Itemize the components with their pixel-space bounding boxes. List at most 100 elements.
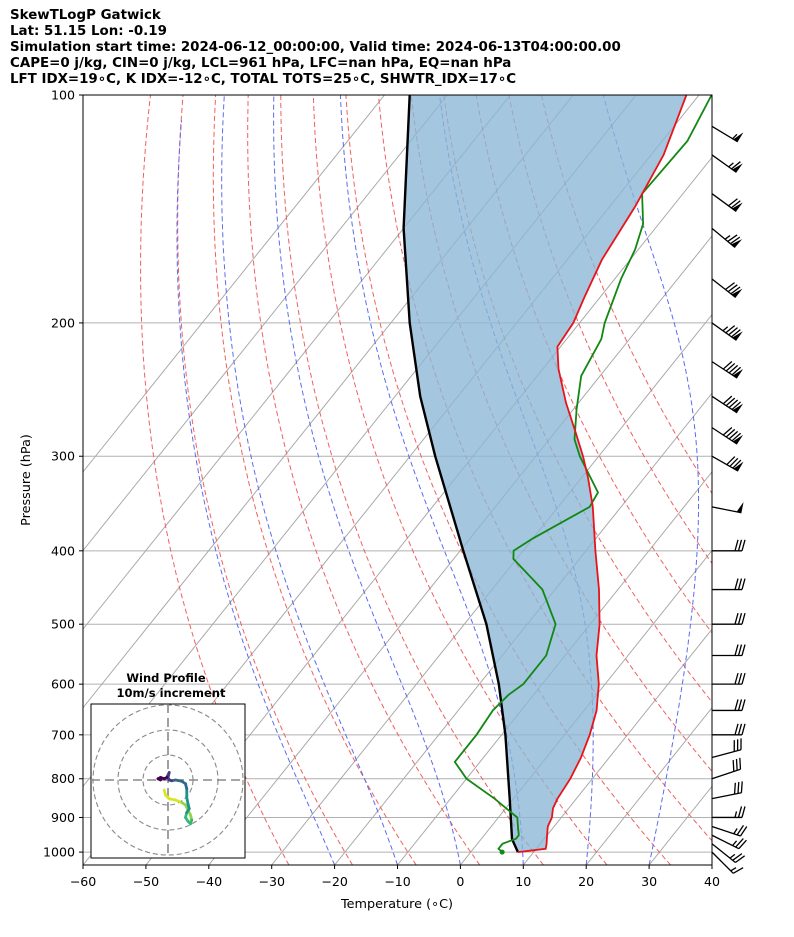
dry-adiabat: [177, 95, 353, 865]
chart-header: SkewTLogP Gatwick Lat: 51.15 Lon: -0.19 …: [10, 8, 790, 88]
dry-adiabat: [247, 95, 481, 865]
barb-flag: [736, 825, 745, 836]
station-coordinates: Lat: 51.15 Lon: -0.19: [10, 24, 167, 40]
dry-adiabat: [140, 95, 290, 865]
barb-flag: [732, 853, 743, 861]
dry-adiabat: [212, 95, 417, 865]
barb-pennant: [733, 132, 744, 142]
barb-flag: [728, 198, 738, 207]
barb-pennant: [731, 288, 743, 298]
wind-barb: [712, 644, 746, 657]
barb-shaft: [711, 506, 742, 514]
wind-barb: [712, 539, 746, 552]
barb-flag: [734, 723, 739, 735]
y-tick-label: 1000: [43, 845, 75, 860]
barb-shaft: [711, 154, 737, 173]
wind-barb: [711, 193, 743, 212]
barb-shaft: [711, 395, 738, 414]
isotherm-30: [648, 785, 712, 865]
wind-barb: [711, 502, 744, 514]
barb-flag: [728, 327, 738, 336]
wind-barb: [711, 322, 743, 341]
barb-flag: [734, 699, 739, 711]
x-tick-label: −60: [70, 874, 97, 889]
barb-flag: [738, 839, 747, 850]
y-tick-label: 700: [51, 727, 75, 742]
hodograph-title: Wind Profile: [126, 671, 206, 685]
barb-flag: [734, 613, 739, 625]
x-tick-label: −40: [196, 874, 223, 889]
wind-barb: [712, 699, 746, 712]
wind-barb: [712, 613, 746, 625]
wind-barb: [711, 361, 744, 379]
wind-barb: [711, 154, 743, 173]
barb-half-flag: [722, 326, 729, 332]
barb-flag: [722, 361, 733, 370]
isotherm-10: [522, 628, 712, 865]
barb-flag: [725, 325, 736, 334]
wind-barb: [712, 578, 746, 591]
barb-shaft: [711, 843, 736, 864]
barb-flag: [734, 578, 739, 590]
barb-flag: [737, 699, 743, 711]
wind-barb: [711, 455, 744, 472]
barb-flag: [735, 855, 746, 864]
barb-flag: [735, 758, 738, 771]
hodograph-subtitle: 10m/s increment: [117, 686, 226, 700]
barb-flag: [722, 427, 733, 436]
barb-flag: [734, 672, 739, 685]
barb-flag: [728, 430, 739, 440]
x-tick-label: −50: [133, 874, 160, 889]
barb-flag: [730, 286, 741, 295]
barb-flag: [741, 672, 746, 685]
profiles: [402, 95, 712, 855]
barb-pennant: [732, 434, 744, 445]
barb-half-flag: [730, 867, 737, 872]
barb-shaft: [711, 749, 742, 759]
barb-flag: [731, 161, 741, 170]
barb-flag: [730, 236, 741, 245]
barb-flag: [739, 757, 742, 770]
barb-flag: [725, 428, 736, 438]
moist-adiabat: [602, 95, 700, 865]
barb-flag: [731, 329, 741, 338]
isotherm-40: [711, 864, 712, 865]
wind-barbs: [711, 125, 748, 874]
wind-barb: [711, 125, 744, 143]
y-tick-label: 900: [51, 810, 75, 825]
wind-barb: [711, 278, 743, 298]
x-tick-label: 10: [515, 874, 531, 889]
y-tick-label: 800: [51, 771, 75, 786]
wind-barb: [711, 395, 744, 414]
barb-pennant: [732, 163, 743, 173]
x-tick-label: 20: [578, 874, 594, 889]
barb-flag: [741, 539, 746, 551]
barb-pennant: [732, 403, 744, 413]
barb-flag: [729, 457, 739, 467]
barb-flag: [737, 723, 743, 735]
barb-shaft: [711, 792, 742, 800]
barb-flag: [732, 459, 742, 469]
barb-flag: [728, 399, 739, 409]
barb-flag: [741, 806, 746, 818]
barb-half-flag: [724, 235, 731, 240]
barb-flag: [734, 539, 739, 551]
simulation-times: Simulation start time: 2024-06-12_00:00:…: [10, 40, 621, 56]
wind-barb: [712, 806, 746, 819]
y-tick-label: 400: [51, 543, 75, 558]
x-tick-label: −20: [321, 874, 348, 889]
barb-flag: [741, 613, 746, 625]
isotherm--20: [334, 392, 712, 865]
y-axis-label: Pressure (hPa): [19, 434, 34, 526]
isotherm-20: [585, 706, 712, 865]
barb-flag: [737, 644, 743, 656]
barb-flag: [741, 644, 746, 656]
barb-half-flag: [732, 133, 738, 140]
barb-flag: [741, 699, 746, 711]
dewpoint-profile-line: [453, 95, 712, 853]
wind-barb: [712, 723, 746, 736]
wind-barb: [711, 738, 742, 759]
isotherm--10: [397, 471, 712, 865]
axis-ticks: −60 −50 −40 −30 −20 −10 0 10 20 30 40 100 200 300 400 5…: [43, 88, 720, 890]
